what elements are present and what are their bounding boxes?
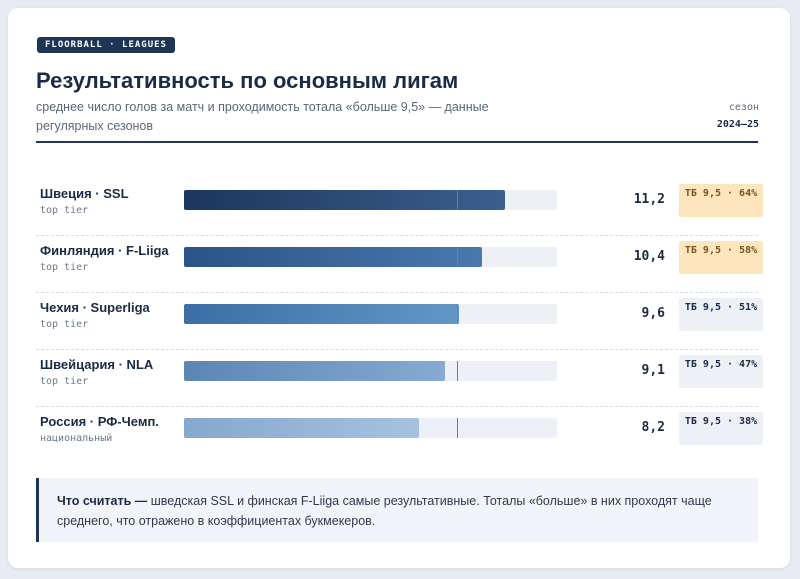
goals-value: 11,2 [633,192,665,207]
season-value: 2024–25 [716,119,759,130]
season-label: сезон [728,102,759,113]
header-divider [36,141,758,143]
over-total-badge: ТБ 9,5 · 64% [679,184,763,217]
over-total-badge: ТБ 9,5 · 38% [679,412,763,445]
league-row: Финляндия · F-Liiga top tier 10,4 ТБ 9,5 · … [36,236,763,293]
league-row: Россия · РФ-Чемп. национальный 8,2 ТБ 9,5 ·… [36,407,763,464]
league-row: Чехия · Superliga top tier 9,6 ТБ 9,5 · 51% [36,293,763,350]
goals-value: 9,6 [641,306,665,321]
league-rows: Швеция · SSL top tier 11,2 ТБ 9,5 · 64% Финл… [36,179,763,464]
note-lead: Что считать — [57,494,148,508]
threshold-marker [456,418,458,438]
goals-value: 8,2 [641,420,665,435]
league-row: Швейцария · NLA top tier 9,1 ТБ 9,5 · 47% [36,350,763,407]
threshold-marker [456,190,458,210]
league-tier: top tier [40,376,89,387]
season-block: сезон 2024–25 [717,101,759,132]
bar-fill [184,418,420,438]
league-name: Россия · РФ-Чемп. [40,414,159,429]
chart-card: FLOORBALL · LEAGUES Результативность по … [8,8,790,568]
league-tier: top tier [40,319,89,330]
bar-fill [184,247,483,267]
threshold-marker [456,304,458,324]
league-tier: национальный [40,433,113,444]
league-tier: top tier [40,262,89,273]
goals-value: 9,1 [641,363,665,378]
league-name: Финляндия · F-Liiga [40,243,169,258]
bar-fill [184,304,460,324]
note-text: шведская SSL и финская F-Liiga самые рез… [57,494,712,528]
league-name: Чехия · Superliga [40,300,150,315]
bar-track [184,247,557,267]
bar-track [184,190,557,210]
bar-fill [184,190,506,210]
threshold-marker [456,361,458,381]
league-name: Швеция · SSL [40,186,129,201]
note-box: Что считать — шведская SSL и финская F-L… [36,478,758,542]
bar-fill [184,361,446,381]
bar-track [184,418,557,438]
league-name: Швейцария · NLA [40,357,154,372]
over-total-badge: ТБ 9,5 · 51% [679,298,763,331]
over-total-badge: ТБ 9,5 · 47% [679,355,763,388]
league-row: Швеция · SSL top tier 11,2 ТБ 9,5 · 64% [36,179,763,236]
category-tag: FLOORBALL · LEAGUES [37,37,175,53]
over-total-badge: ТБ 9,5 · 58% [679,241,763,274]
bar-track [184,304,557,324]
threshold-marker [456,247,458,267]
chart-title: Результативность по основным лигам [36,68,459,93]
goals-value: 10,4 [633,249,665,264]
chart-subtitle: среднее число голов за матч и проходимос… [36,100,489,133]
league-tier: top tier [40,205,89,216]
bar-track [184,361,557,381]
